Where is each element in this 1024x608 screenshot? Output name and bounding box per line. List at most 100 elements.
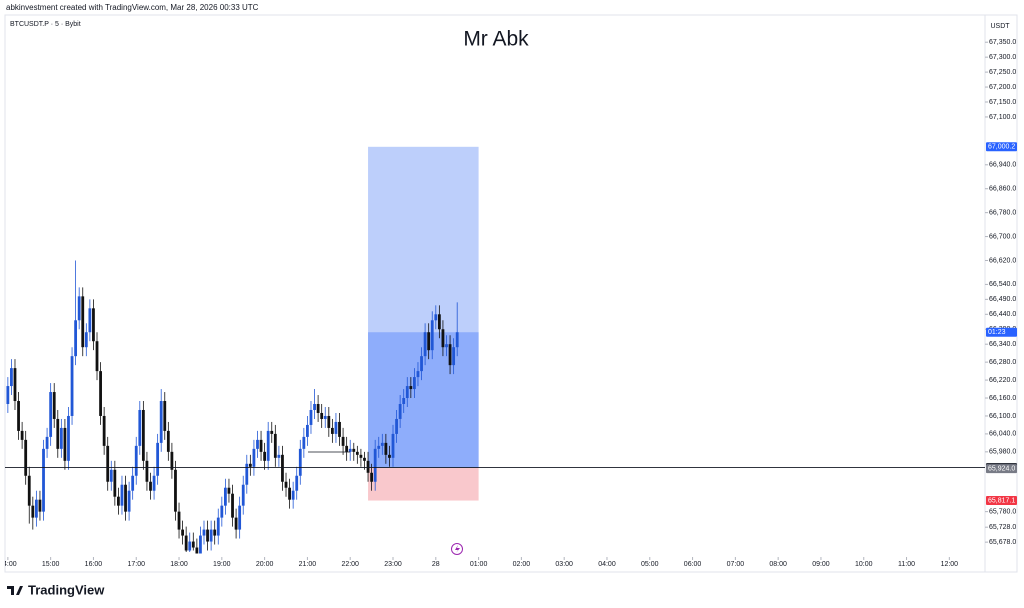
y-tick-label: 67,350.0	[989, 39, 1016, 46]
x-tick-label: 06:00	[684, 561, 702, 568]
x-tick-label: 03:00	[555, 561, 573, 568]
candle-body	[302, 436, 306, 449]
candle-body	[309, 409, 313, 425]
candle-body	[291, 490, 295, 500]
event-icon[interactable]	[451, 543, 463, 555]
symbol: BTCUSDT.P · 5 · Bybit	[10, 21, 81, 28]
candle-body	[13, 368, 17, 402]
price-badge	[986, 464, 1017, 474]
price-badge	[986, 142, 1017, 152]
candle-body	[209, 529, 213, 542]
candle-body	[102, 415, 106, 446]
candle-body	[231, 493, 234, 518]
candle-body	[74, 320, 78, 357]
x-ticks: 14:00 15:00 16:00 17:00 18:00 19:00 20:00 21:00…	[5, 557, 959, 568]
candle-body	[273, 433, 277, 458]
candle-body	[95, 341, 99, 372]
x-tick-label: 12:00	[941, 561, 959, 568]
chart-title: Mr Abk	[463, 28, 529, 51]
y-tick-label: 66,620.0	[989, 257, 1016, 264]
logo-mark	[7, 586, 23, 595]
candle-body	[259, 439, 263, 452]
candle-body	[370, 472, 374, 482]
y-tick-label: 65,678.0	[989, 539, 1016, 546]
candle-body	[131, 475, 135, 491]
y-tick-label: 65,728.0	[989, 524, 1016, 531]
x-tick-label: 04:00	[598, 561, 616, 568]
candle-body	[177, 511, 181, 530]
header: abkinvestment created with TradingView.c…	[6, 3, 259, 12]
candle-body	[10, 368, 13, 387]
candle-body	[316, 404, 320, 413]
candle-body	[20, 430, 24, 440]
candle-body	[195, 547, 199, 554]
candle-body	[127, 490, 131, 512]
candle-body	[363, 457, 366, 461]
candle-body	[441, 329, 445, 348]
y-tick-label: 66,940.0	[989, 162, 1016, 169]
candle-body	[166, 430, 170, 452]
y-tick-label: 66,280.0	[989, 359, 1016, 366]
candle-body	[448, 344, 452, 366]
candle-body	[437, 314, 441, 330]
candle-body	[334, 421, 338, 434]
candle-body	[184, 535, 188, 551]
candle-body	[434, 314, 438, 321]
y-tick-label: 66,040.0	[989, 431, 1016, 438]
candle-body	[106, 445, 110, 482]
candle-body	[266, 430, 270, 461]
candle-body	[99, 371, 102, 416]
candle-body	[42, 448, 45, 512]
candle-body	[34, 499, 38, 518]
candle-body	[181, 529, 184, 536]
candle-body	[252, 448, 256, 467]
candle-body	[345, 445, 349, 452]
x-tick-label: 09:00	[812, 561, 830, 568]
candle-body	[134, 445, 138, 476]
price-badge	[986, 496, 1017, 506]
candle-body	[188, 541, 192, 551]
candle-body	[124, 484, 127, 512]
candle-body	[455, 332, 459, 348]
candles	[5, 260, 985, 554]
candle-body	[248, 463, 252, 467]
candle-body	[388, 454, 391, 458]
x-tick-label: 17:00	[127, 561, 145, 568]
candle-body	[52, 392, 56, 419]
candle-body	[206, 529, 209, 542]
candle-body	[245, 463, 249, 485]
candle-body	[141, 409, 145, 461]
candle-body	[298, 448, 302, 476]
x-tick-label: 23:00	[384, 561, 402, 568]
x-tick-label: 20:00	[256, 561, 274, 568]
candle-body	[92, 308, 95, 342]
candle-body	[395, 418, 398, 434]
candle-body	[284, 481, 288, 488]
logo: TradingView	[7, 582, 105, 597]
candle-body	[163, 401, 167, 431]
candle-body	[170, 451, 174, 470]
x-tick-label: 15:00	[42, 561, 60, 568]
candle-body	[45, 436, 49, 449]
candle-body	[338, 421, 341, 437]
candle-body	[355, 451, 359, 455]
candle-body	[174, 469, 177, 512]
x-tick-label: 22:00	[341, 561, 359, 568]
candle-body	[145, 460, 149, 482]
y-tick-label: 66,100.0	[989, 413, 1016, 420]
y-tick-label: 67,200.0	[989, 84, 1016, 91]
x-tick-label: 11:00	[898, 561, 915, 568]
candle-body	[70, 356, 74, 416]
candle-body	[113, 469, 117, 497]
candle-body	[452, 347, 456, 366]
candle-body	[220, 505, 224, 518]
candle-body	[117, 496, 120, 506]
price-badge-label: 01:23	[988, 329, 1006, 336]
x-tick-label: 21:00	[299, 561, 317, 568]
candle-body	[149, 481, 152, 491]
candle-body	[138, 409, 142, 446]
candle-body	[6, 386, 10, 405]
y-tick-label: 66,860.0	[989, 186, 1016, 193]
candle-body	[227, 487, 231, 494]
